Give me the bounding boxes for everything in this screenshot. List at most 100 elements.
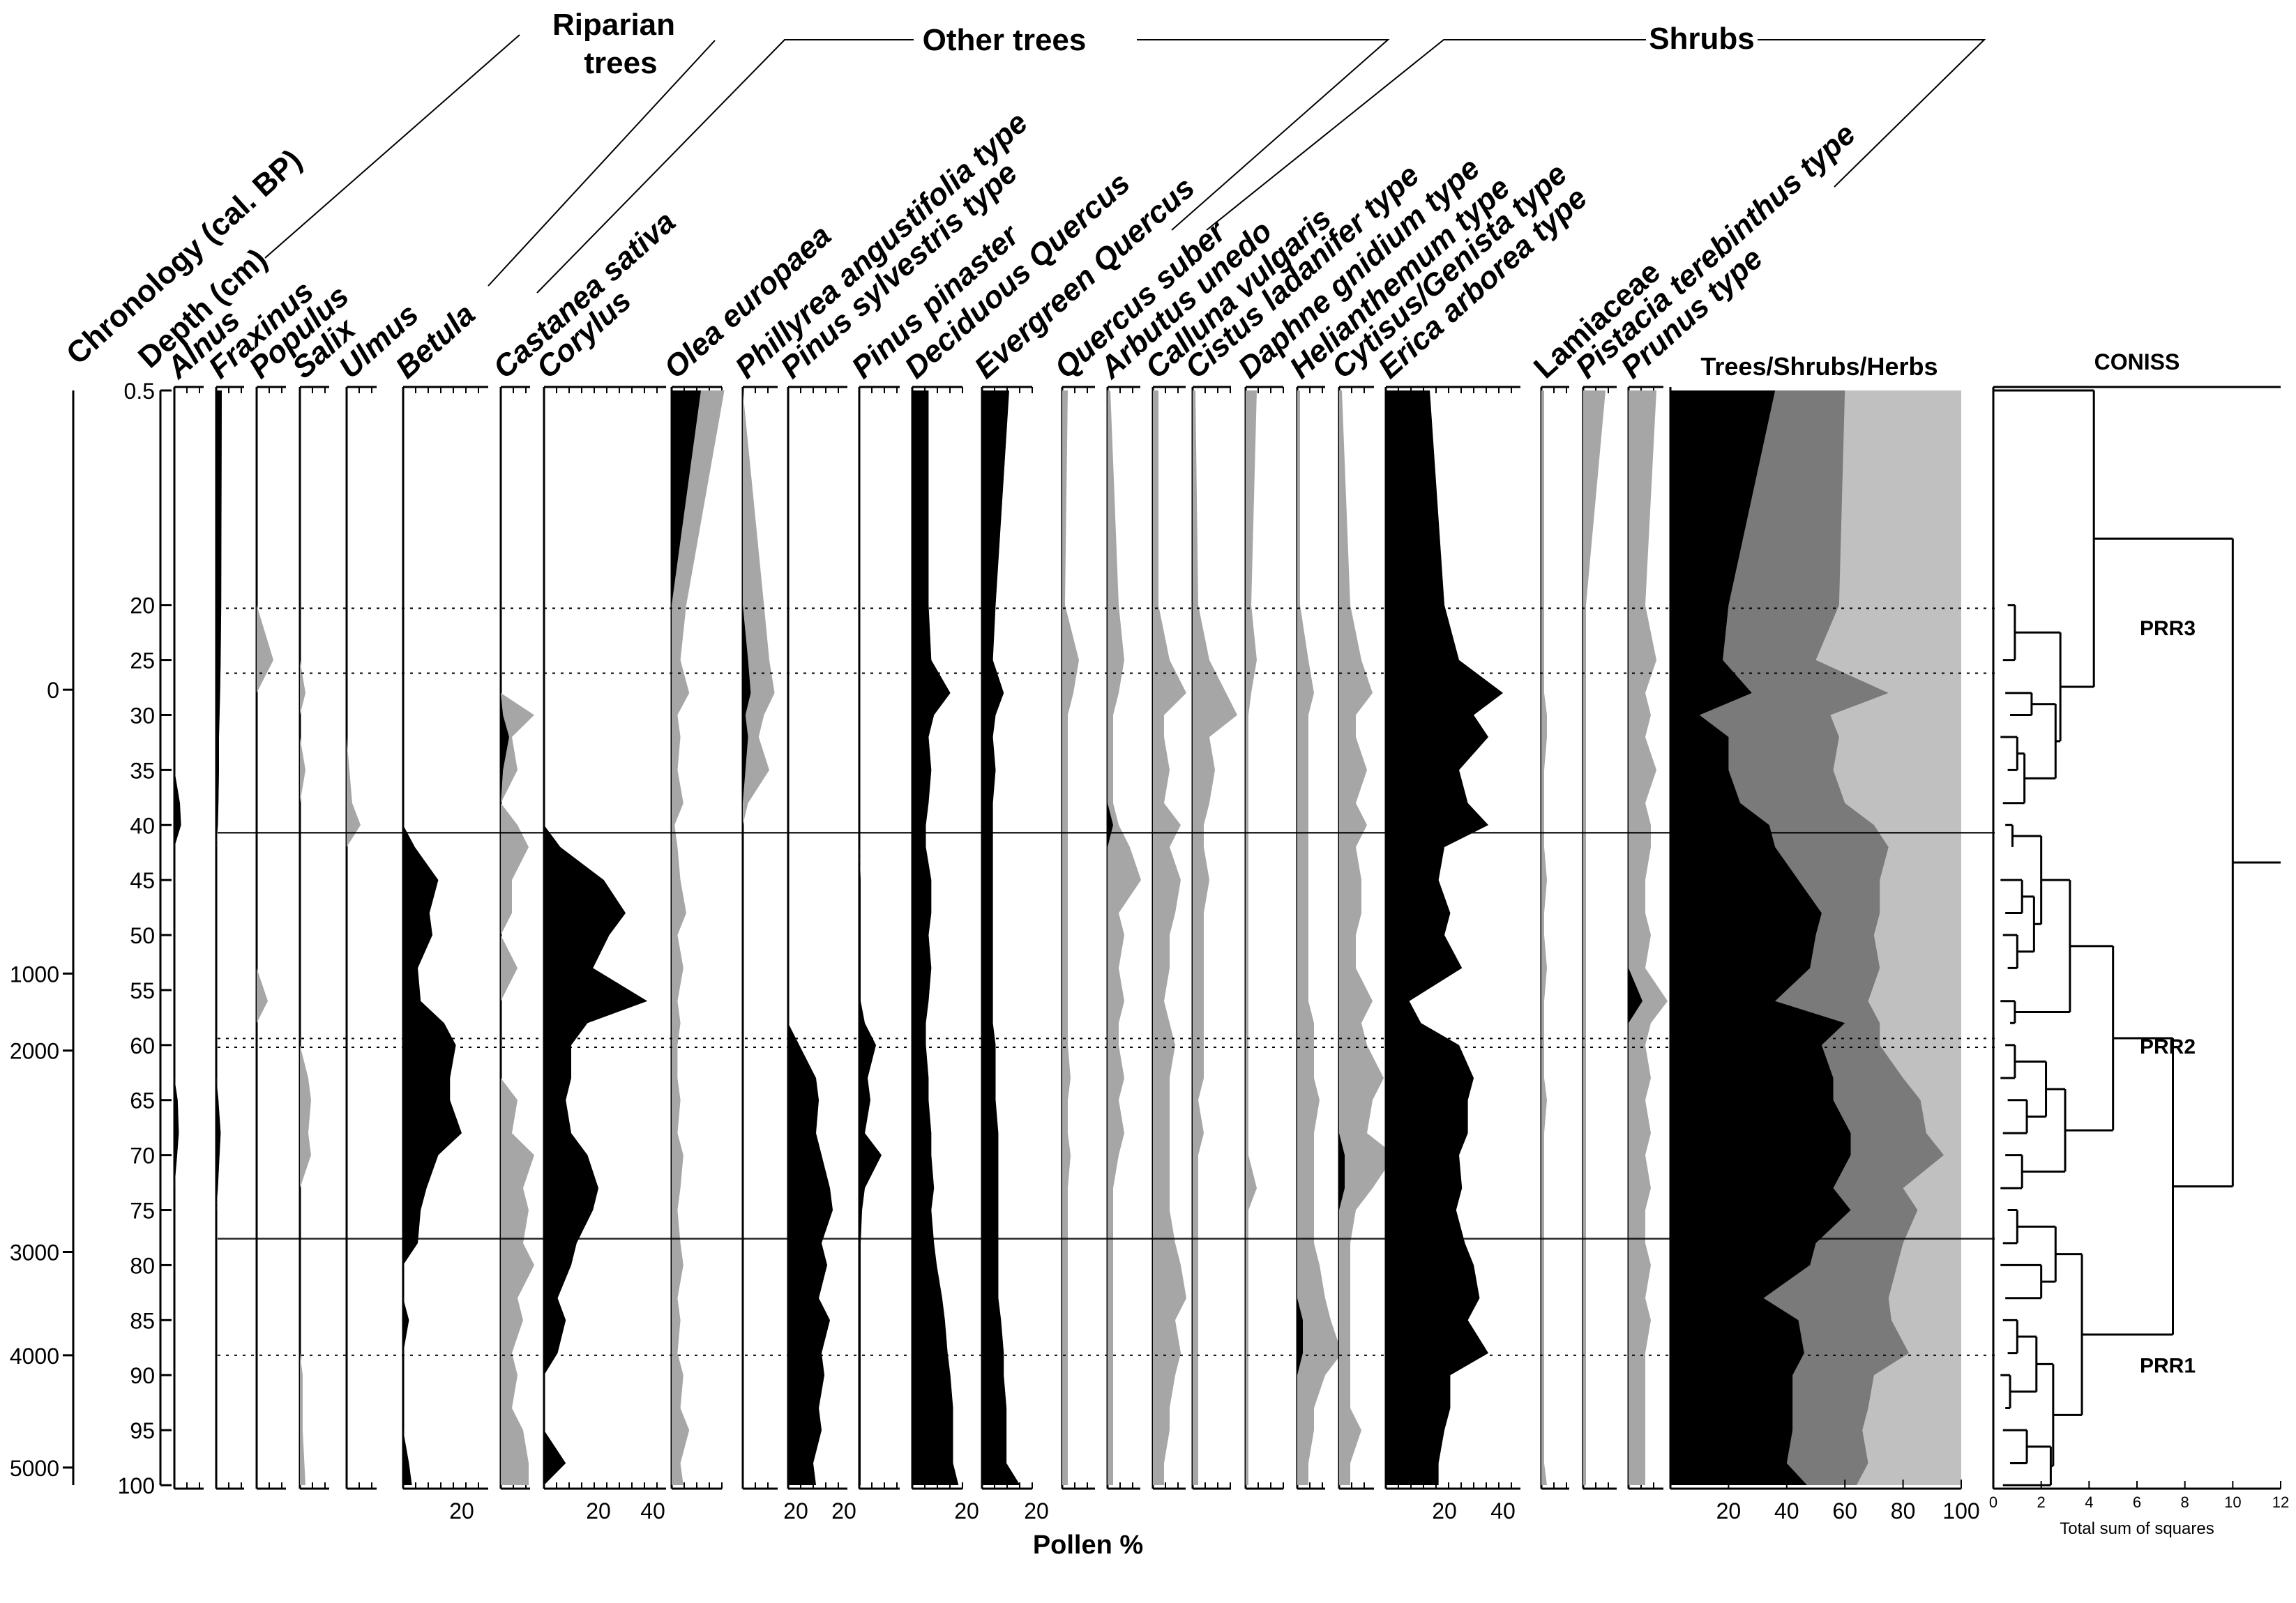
depth-tick-label: 20 [130, 593, 155, 618]
group-label-shrubs: Shrubs [1649, 22, 1755, 56]
panel-arbutus-unedo [1106, 386, 1141, 1490]
panel-scale-label: 40 [1490, 1498, 1516, 1524]
panel-castanea-sativa [499, 386, 534, 1490]
exaggeration-curve [257, 390, 273, 1485]
panel-deciduous-quercus: 20 [911, 386, 979, 1524]
summary-tick-label: 100 [1942, 1498, 1979, 1524]
coniss-dendrogram [1993, 389, 2281, 1487]
panel-lamiaceae [1540, 386, 1569, 1490]
panel-scale-label: 20 [1024, 1498, 1049, 1524]
panel-olea-europaea [670, 386, 725, 1490]
group-bracket [264, 34, 520, 259]
panel-ulmus [345, 386, 377, 1490]
pollen-curve [403, 390, 462, 1485]
exaggeration-curve [1153, 390, 1186, 1485]
panel-salix [299, 386, 329, 1490]
summary-tick-label: 20 [1716, 1498, 1742, 1524]
group-bracket [1758, 39, 1986, 188]
depth-tick-label: 25 [130, 648, 155, 674]
group-bracket [1137, 39, 1390, 231]
chronology-tick-label: 0 [47, 678, 59, 703]
exaggeration-curve [347, 390, 361, 1485]
group-bracket [536, 39, 914, 294]
summary-tick-label: 40 [1774, 1498, 1799, 1524]
panel-erica-arborea-type: 20 40 [1384, 386, 1520, 1524]
group-label-riparian-2: trees [584, 46, 657, 80]
group-headers: Riparian trees Other trees Shrubs [264, 8, 1986, 294]
group-label-riparian: Riparian [552, 8, 675, 42]
chronology-tick-label: 4000 [10, 1344, 59, 1369]
panel-evergreen-quercus: 20 [981, 386, 1049, 1524]
trees-area [1670, 390, 1851, 1485]
exaggeration-curve [1583, 390, 1606, 1485]
depth-axis: 0 1000 2000 3000 4000 5000 0.5 20 25 30 35 40 45 50 55… [10, 379, 172, 1498]
panel-scale-label: 20 [449, 1498, 474, 1524]
panel-corylus: 20 40 [543, 386, 666, 1524]
summary-panel: 20 40 60 80 100 Trees/Shrubs/Herbs [1669, 352, 1980, 1524]
depth-tick-label: 80 [130, 1253, 155, 1278]
x-axis-label: Pollen % [1033, 1530, 1143, 1560]
depth-tick-label: 40 [130, 813, 155, 838]
panel-phillyrea-angustifolia-type: 20 [741, 386, 808, 1524]
depth-tick-label: 60 [130, 1033, 155, 1058]
exaggeration-curve [672, 390, 725, 1485]
pollen-curve [912, 390, 959, 1485]
exaggeration-curve [859, 390, 882, 1485]
chronology-tick-label: 2000 [10, 1039, 59, 1064]
exaggeration-curve [300, 390, 311, 1485]
coniss-tick-label: 10 [2224, 1494, 2241, 1511]
coniss-title: CONISS [2094, 349, 2180, 374]
exaggeration-curve [1629, 390, 1668, 1485]
coniss-tick-label: 12 [2272, 1494, 2289, 1511]
panel-prunus-type [1627, 386, 1668, 1490]
exaggeration-curve [1108, 390, 1141, 1485]
exaggeration-curve [1297, 390, 1342, 1485]
panel-betula: 20 [402, 386, 488, 1524]
taxon-headers: Chronology (cal. BP)Depth (cm)AlnusFraxi… [60, 105, 1862, 386]
pollen-curve [672, 390, 701, 1485]
depth-tick-label: 90 [130, 1363, 155, 1388]
zone-label-prr2: PRR2 [2140, 1035, 2196, 1058]
panel-scale-label: 40 [640, 1498, 665, 1524]
depth-tick-label: 30 [130, 703, 155, 728]
chronology-tick-label: 5000 [10, 1456, 59, 1481]
exaggeration-curve [1246, 390, 1257, 1485]
panel-scale-label: 20 [954, 1498, 979, 1524]
depth-tick-label: 95 [130, 1418, 155, 1443]
group-label-other-trees: Other trees [923, 23, 1087, 57]
panel-scale-label: 20 [1432, 1498, 1457, 1524]
panel-populus [255, 386, 286, 1490]
depth-tick-label: 55 [130, 978, 155, 1003]
taxon-label-castanea-sativa: Castanea sativa [487, 204, 682, 385]
pollen-curve [216, 390, 222, 1485]
panel-cytisus-genista-type [1338, 386, 1395, 1490]
exaggeration-curve [743, 390, 775, 1485]
depth-tick-label: 75 [130, 1199, 155, 1224]
chronology-tick-label: 3000 [10, 1240, 59, 1265]
panel-alnus [173, 386, 204, 1490]
panel-daphne-gnidium-type [1244, 386, 1284, 1490]
summary-title: Trees/Shrubs/Herbs [1700, 352, 1938, 381]
exaggeration-curve [1339, 390, 1395, 1485]
depth-tick-label: 70 [130, 1144, 155, 1169]
exaggeration-curve [501, 390, 534, 1485]
coniss-axis-label: Total sum of squares [2060, 1519, 2214, 1538]
group-bracket [1206, 39, 1646, 231]
pollen-curve [788, 390, 833, 1485]
coniss-tick-label: 8 [2181, 1494, 2189, 1511]
panel-pistacia-terebinthus-type [1582, 386, 1617, 1490]
panel-scale-label: 20 [831, 1498, 856, 1524]
coniss-tick-label: 2 [2037, 1494, 2046, 1511]
exaggeration-curve [1541, 390, 1547, 1485]
pollen-curve [544, 390, 648, 1485]
depth-tick-label: 35 [130, 758, 155, 783]
panel-calluna-vulgaris [1151, 386, 1186, 1490]
taxon-label-pistacia-terebinthus-type: Pistacia terebinthus type [1569, 117, 1862, 386]
summary-tick-label: 60 [1832, 1498, 1857, 1524]
taxon-panels: 20 20 40 20 20 20 20 20 40 [173, 386, 1668, 1524]
coniss-tick-label: 4 [2085, 1494, 2093, 1511]
panel-fraxinus [215, 386, 244, 1490]
pollen-curve [859, 390, 882, 1485]
summary-tick-label: 80 [1891, 1498, 1916, 1524]
